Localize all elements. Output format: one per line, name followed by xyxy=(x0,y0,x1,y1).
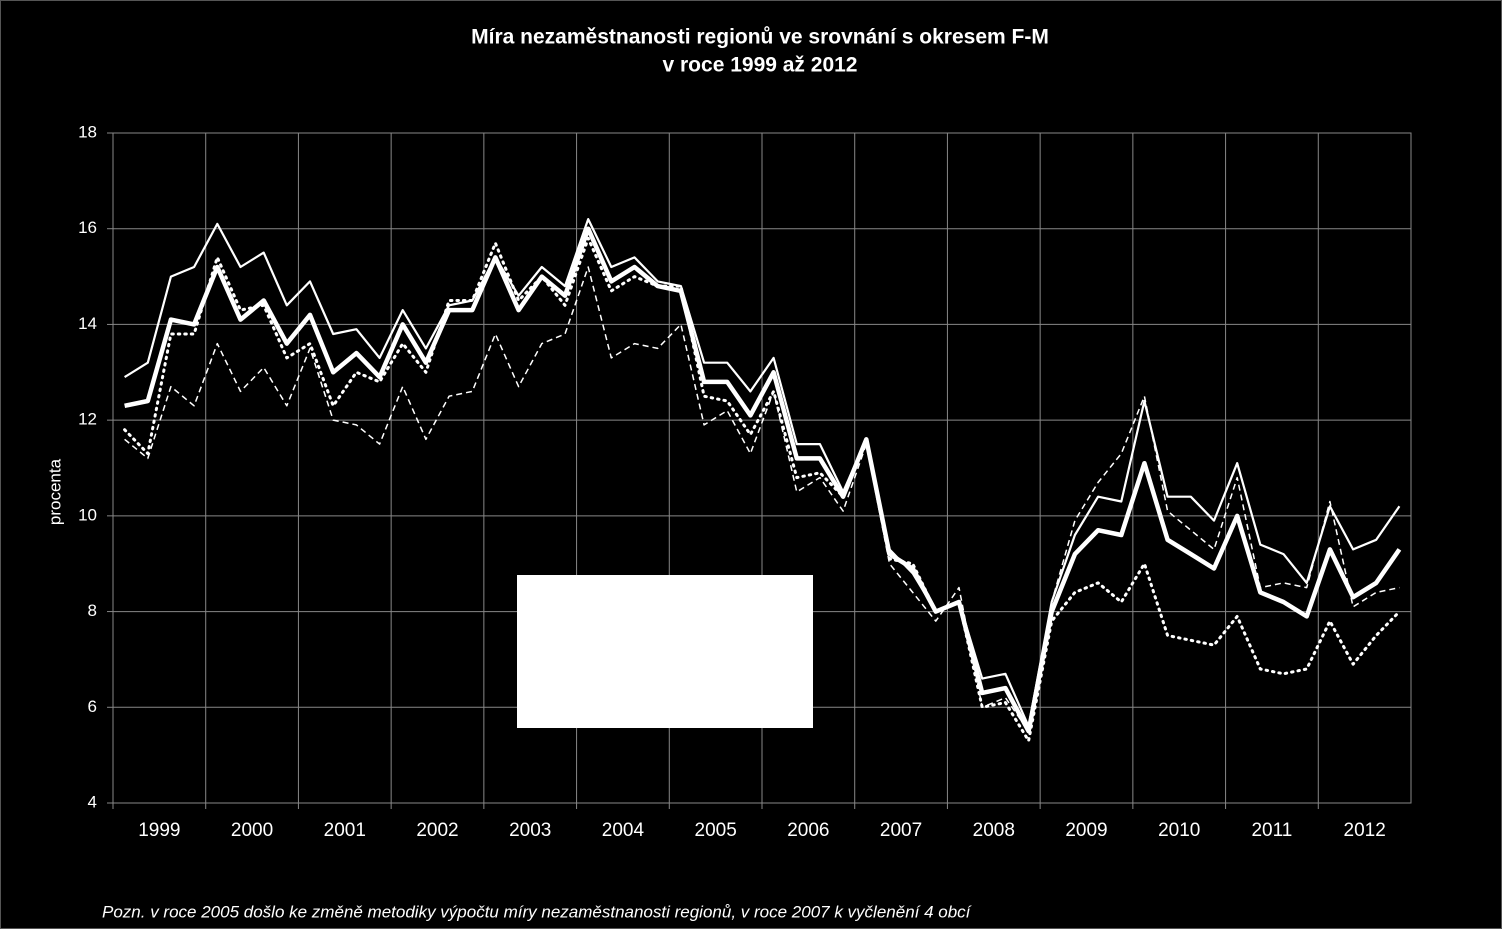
y-tick-label: 10 xyxy=(78,505,97,524)
x-tick-label: 2010 xyxy=(1158,820,1200,841)
y-axis-label: procenta xyxy=(45,458,64,525)
x-tick-label: 2000 xyxy=(231,820,273,841)
legend xyxy=(517,575,813,728)
x-tick-label: 2008 xyxy=(973,820,1015,841)
y-tick-label: 4 xyxy=(88,792,97,811)
y-tick-label: 8 xyxy=(88,601,97,620)
x-tick-label: 2009 xyxy=(1065,820,1107,841)
x-tick-label: 2004 xyxy=(602,820,645,841)
x-tick-label: 2006 xyxy=(787,820,829,841)
y-tick-label: 6 xyxy=(88,697,97,716)
x-tick-label: 2002 xyxy=(416,820,458,841)
chart-title: v roce 1999 až 2012 xyxy=(663,54,858,77)
x-tick-label: 2007 xyxy=(880,820,922,841)
series-line xyxy=(124,218,1401,728)
series-line xyxy=(124,226,1402,734)
x-tick-label: 2012 xyxy=(1344,820,1386,841)
x-tick-label: 1999 xyxy=(138,820,180,841)
y-tick-label: 16 xyxy=(78,218,97,237)
x-tick-label: 2003 xyxy=(509,820,551,841)
chart-title: Míra nezaměstnanosti regionů ve srovnání… xyxy=(471,26,1049,49)
y-tick-label: 18 xyxy=(78,122,97,141)
x-tick-label: 2005 xyxy=(695,820,737,841)
plot-border xyxy=(112,132,1412,804)
series-line xyxy=(123,236,1401,743)
series-line xyxy=(124,266,1400,732)
x-tick-label: 2001 xyxy=(324,820,366,841)
y-tick-label: 12 xyxy=(78,410,97,429)
x-tick-label: 2011 xyxy=(1251,820,1292,841)
note: Pozn. v roce 2005 došlo ke změně metodik… xyxy=(102,902,973,921)
y-tick-label: 14 xyxy=(78,314,97,333)
